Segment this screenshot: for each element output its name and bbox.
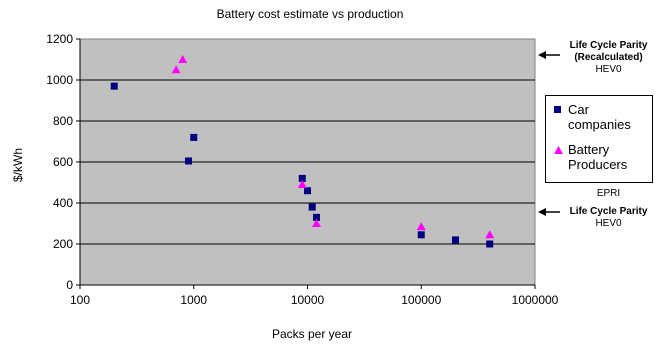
- data-point-square: [190, 133, 198, 141]
- triangle-marker-icon: [554, 146, 563, 154]
- x-tick-label: 1000000: [512, 293, 559, 307]
- top-parity-line2: (Recalculated): [574, 52, 643, 63]
- legend-battery-line2: Producers: [568, 157, 628, 172]
- top-parity-arrow: [538, 51, 560, 59]
- data-point-square: [298, 174, 306, 182]
- y-tick-label: 200: [53, 237, 73, 251]
- data-point-triangle: [297, 180, 307, 189]
- series-battery-producers: [171, 55, 495, 239]
- bottom-parity-line1: Life Cycle Parity: [569, 206, 648, 217]
- x-axis: 100 1000 10000 100000 1000000: [70, 284, 559, 307]
- y-tick-label: 600: [53, 155, 73, 169]
- y-tick-label: 1000: [46, 73, 73, 87]
- top-parity-annotation: Life Cycle Parity (Recalculated) HEV0: [556, 40, 661, 76]
- bottom-parity-annotation: Life Cycle Parity HEV0: [556, 206, 661, 230]
- data-point-square: [304, 187, 311, 195]
- data-point-square: [451, 236, 459, 244]
- legend-car-line2: companies: [568, 117, 631, 132]
- data-point-triangle: [171, 65, 181, 74]
- x-tick-label: 100000: [401, 293, 441, 307]
- y-tick-label: 400: [53, 196, 73, 210]
- legend-battery-line1: Battery: [568, 142, 610, 157]
- data-points: [110, 55, 495, 248]
- data-point-triangle: [485, 230, 495, 239]
- x-tick-label: 100: [70, 293, 90, 307]
- data-point-square: [486, 240, 494, 248]
- square-marker-icon: [554, 106, 561, 113]
- data-point-triangle: [178, 55, 188, 63]
- grid-lines: [80, 79, 535, 245]
- top-parity-line1: Life Cycle Parity: [569, 40, 648, 51]
- data-point-square: [313, 213, 321, 221]
- legend: Car companies Battery Producers: [545, 95, 653, 183]
- x-tick-label: 1000: [180, 293, 207, 307]
- y-tick-label: 800: [53, 114, 73, 128]
- legend-car-line1: Car: [568, 102, 589, 117]
- data-point-square: [308, 203, 316, 211]
- data-point-square: [110, 82, 118, 90]
- y-axis: 0 200 400 600 800 1000 1200: [46, 32, 81, 292]
- epri-label: EPRI: [596, 188, 621, 199]
- epri-annotation: EPRI: [556, 188, 661, 200]
- x-tick-label: 10000: [291, 293, 325, 307]
- y-tick-label: 1200: [46, 32, 73, 46]
- y-tick-label: 0: [66, 278, 73, 292]
- series-car-companies: [110, 82, 494, 248]
- data-point-square: [185, 157, 193, 165]
- data-point-triangle: [416, 222, 426, 231]
- x-axis-label: Packs per year: [272, 327, 352, 341]
- top-parity-line3: HEV0: [595, 64, 622, 75]
- bottom-parity-line2: HEV0: [595, 218, 622, 229]
- data-point-triangle: [312, 219, 322, 227]
- data-point-square: [417, 231, 425, 239]
- y-axis-label: $/kWh: [11, 148, 25, 182]
- chart-title: Battery cost estimate vs production: [217, 7, 404, 21]
- bottom-parity-arrow: [538, 208, 560, 216]
